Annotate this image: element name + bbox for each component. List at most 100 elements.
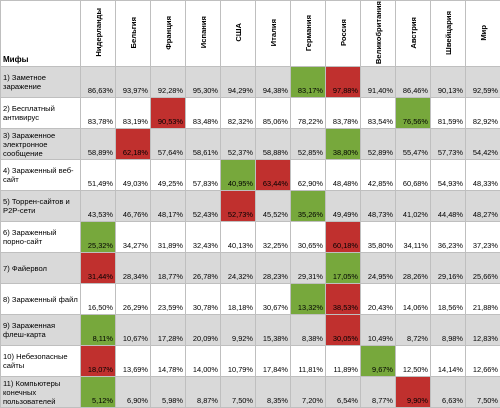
value-cell: 63,44% bbox=[256, 160, 291, 191]
value-cell: 49,25% bbox=[151, 160, 186, 191]
value-cell: 83,48% bbox=[186, 98, 221, 129]
column-header: Великобритания bbox=[361, 1, 396, 67]
value-cell: 93,97% bbox=[116, 67, 151, 98]
value-cell: 44,48% bbox=[431, 191, 466, 222]
value-cell: 17,05% bbox=[326, 253, 361, 284]
value-cell: 7,50% bbox=[221, 377, 256, 408]
value-cell: 94,38% bbox=[256, 67, 291, 98]
value-cell: 40,13% bbox=[221, 222, 256, 253]
column-header-text: Бельгия bbox=[129, 17, 138, 48]
value-cell: 83,54% bbox=[361, 98, 396, 129]
value-cell: 45,52% bbox=[256, 191, 291, 222]
value-cell: 40,95% bbox=[221, 160, 256, 191]
column-header: Германия bbox=[291, 1, 326, 67]
value-cell: 54,42% bbox=[466, 129, 500, 160]
value-cell: 91,40% bbox=[361, 67, 396, 98]
column-header: Франция bbox=[151, 1, 186, 67]
value-cell: 55,47% bbox=[396, 129, 431, 160]
value-cell: 83,78% bbox=[326, 98, 361, 129]
value-cell: 23,59% bbox=[151, 284, 186, 315]
value-cell: 86,63% bbox=[81, 67, 116, 98]
value-cell: 18,18% bbox=[221, 284, 256, 315]
value-cell: 5,98% bbox=[151, 377, 186, 408]
value-cell: 25,66% bbox=[466, 253, 500, 284]
value-cell: 38,80% bbox=[326, 129, 361, 160]
myth-label: 6) Зараженный порно-сайт bbox=[1, 222, 81, 253]
value-cell: 18,77% bbox=[151, 253, 186, 284]
value-cell: 48,33% bbox=[466, 160, 500, 191]
value-cell: 18,56% bbox=[431, 284, 466, 315]
value-cell: 20,09% bbox=[186, 315, 221, 346]
value-cell: 48,73% bbox=[361, 191, 396, 222]
value-cell: 36,23% bbox=[431, 222, 466, 253]
value-cell: 37,23% bbox=[466, 222, 500, 253]
value-cell: 51,49% bbox=[81, 160, 116, 191]
value-cell: 8,11% bbox=[81, 315, 116, 346]
value-cell: 30,05% bbox=[326, 315, 361, 346]
column-header-text: Италия bbox=[269, 19, 278, 46]
value-cell: 35,26% bbox=[291, 191, 326, 222]
value-cell: 28,34% bbox=[116, 253, 151, 284]
value-cell: 90,53% bbox=[151, 98, 186, 129]
column-header-text: Нидерланды bbox=[94, 8, 103, 57]
value-cell: 14,78% bbox=[151, 346, 186, 377]
value-cell: 25,32% bbox=[81, 222, 116, 253]
column-header: США bbox=[221, 1, 256, 67]
value-cell: 35,80% bbox=[361, 222, 396, 253]
value-cell: 92,59% bbox=[466, 67, 500, 98]
column-header-text: Германия bbox=[304, 15, 313, 51]
value-cell: 52,37% bbox=[221, 129, 256, 160]
value-cell: 85,06% bbox=[256, 98, 291, 129]
value-cell: 57,64% bbox=[151, 129, 186, 160]
value-cell: 28,23% bbox=[256, 253, 291, 284]
value-cell: 8,77% bbox=[361, 377, 396, 408]
column-header-text: Великобритания bbox=[374, 1, 383, 64]
value-cell: 83,78% bbox=[81, 98, 116, 129]
myth-label: 11) Компьютеры конечных пользователей bbox=[1, 377, 81, 408]
myth-label: 4) Зараженный веб-сайт bbox=[1, 160, 81, 191]
value-cell: 52,43% bbox=[186, 191, 221, 222]
value-cell: 32,25% bbox=[256, 222, 291, 253]
value-cell: 32,43% bbox=[186, 222, 221, 253]
value-cell: 78,22% bbox=[291, 98, 326, 129]
value-cell: 86,46% bbox=[396, 67, 431, 98]
value-cell: 12,66% bbox=[466, 346, 500, 377]
myth-label: 3) Зараженное электронное сообщение bbox=[1, 129, 81, 160]
corner-header: Мифы bbox=[1, 1, 81, 67]
value-cell: 11,81% bbox=[291, 346, 326, 377]
value-cell: 30,67% bbox=[256, 284, 291, 315]
value-cell: 14,14% bbox=[431, 346, 466, 377]
column-header-text: США bbox=[234, 23, 243, 42]
value-cell: 8,35% bbox=[256, 377, 291, 408]
value-cell: 12,83% bbox=[466, 315, 500, 346]
column-header: Россия bbox=[326, 1, 361, 67]
value-cell: 24,32% bbox=[221, 253, 256, 284]
value-cell: 13,32% bbox=[291, 284, 326, 315]
value-cell: 90,13% bbox=[431, 67, 466, 98]
value-cell: 6,90% bbox=[116, 377, 151, 408]
value-cell: 38,53% bbox=[326, 284, 361, 315]
value-cell: 12,50% bbox=[396, 346, 431, 377]
column-header-text: Мир bbox=[479, 25, 488, 41]
value-cell: 7,50% bbox=[466, 377, 500, 408]
column-header: Мир bbox=[466, 1, 500, 67]
value-cell: 76,56% bbox=[396, 98, 431, 129]
value-cell: 9,67% bbox=[361, 346, 396, 377]
value-cell: 43,53% bbox=[81, 191, 116, 222]
value-cell: 5,12% bbox=[81, 377, 116, 408]
value-cell: 8,87% bbox=[186, 377, 221, 408]
column-header: Швейцария bbox=[431, 1, 466, 67]
value-cell: 57,83% bbox=[186, 160, 221, 191]
myth-label: 1) Заметное заражение bbox=[1, 67, 81, 98]
value-cell: 24,95% bbox=[361, 253, 396, 284]
value-cell: 48,27% bbox=[466, 191, 500, 222]
value-cell: 34,11% bbox=[396, 222, 431, 253]
value-cell: 29,31% bbox=[291, 253, 326, 284]
column-header: Австрия bbox=[396, 1, 431, 67]
value-cell: 60,18% bbox=[326, 222, 361, 253]
